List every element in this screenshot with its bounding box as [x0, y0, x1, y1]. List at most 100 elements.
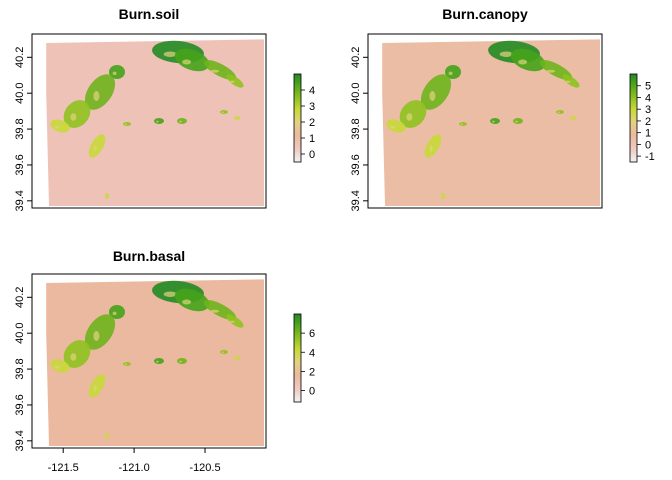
burn-patch-speckle — [70, 353, 77, 361]
burn-patch-speckle — [93, 331, 100, 341]
panel-title: Burn.canopy — [442, 6, 528, 22]
legend-tick-label: 4 — [645, 92, 651, 104]
burn-patch — [154, 358, 164, 364]
burn-patch-speckle — [179, 360, 182, 363]
x-tick-label: -121.5 — [48, 462, 79, 474]
burn-patch — [513, 118, 523, 124]
y-tick-label: 39.4 — [14, 190, 26, 211]
legend-colorbar — [629, 73, 638, 163]
legend: 0 2 4 6 — [293, 313, 315, 403]
burn-patch — [490, 118, 500, 124]
burn-patch-speckle — [441, 195, 444, 198]
panel-title: Burn.soil — [119, 6, 180, 22]
x-tick-label: -121.0 — [119, 462, 150, 474]
legend-tick-label: 4 — [309, 347, 315, 359]
burn-patch-speckle — [229, 80, 235, 83]
legend-tick-label: 5 — [645, 81, 651, 93]
burn-patch-speckle — [571, 117, 574, 120]
burn-patch-speckle — [229, 320, 235, 323]
burn-patch — [109, 305, 125, 319]
burn-patch-speckle — [499, 51, 513, 57]
burn-patch — [154, 118, 164, 124]
y-tick-label: 39.8 — [14, 358, 26, 379]
plot-frame — [367, 33, 603, 209]
burn-patch-speckle — [93, 91, 100, 101]
burn-patch — [177, 358, 187, 364]
burn-patch — [109, 65, 125, 79]
y-tick-label: 40.0 — [14, 322, 26, 343]
burn-patch — [177, 118, 187, 124]
burn-patch — [220, 110, 228, 114]
burn-patch — [84, 314, 116, 350]
legend-colorbar — [293, 73, 302, 163]
burn-patch — [84, 74, 116, 110]
y-tick-label: 40.2 — [350, 47, 362, 68]
burn-patch — [88, 374, 106, 398]
raster-map — [46, 39, 264, 207]
y-tick-label: 39.6 — [14, 154, 26, 175]
burn-patch-speckle — [492, 120, 495, 123]
panel-title: Burn.basal — [113, 248, 185, 264]
legend-tick-label: -1 — [645, 151, 655, 163]
y-tick-label: 39.4 — [14, 430, 26, 451]
burn-patch-speckle — [221, 111, 224, 114]
x-axis: -121.5 -121.0 -120.5 — [48, 448, 221, 474]
burn-patch-speckle — [235, 357, 238, 360]
burn-patch-speckle — [124, 123, 127, 126]
x-tick-label: -120.5 — [189, 462, 220, 474]
y-tick-label: 40.0 — [14, 82, 26, 103]
burn-patch-speckle — [546, 69, 556, 73]
burn-patch-speckle — [156, 120, 159, 123]
burn-patch-speckle — [93, 145, 97, 152]
legend-tick-label: 3 — [645, 104, 651, 116]
burn-patch — [386, 119, 406, 133]
y-tick-label: 40.2 — [14, 287, 26, 308]
raster-map — [382, 39, 600, 207]
burn-patch-speckle — [235, 117, 238, 120]
legend: 0 1 2 3 4 — [293, 73, 315, 163]
legend-tick-label: 1 — [645, 128, 651, 140]
burn-patch — [174, 288, 210, 312]
legend-colorbar — [293, 313, 302, 403]
burn-patch — [88, 134, 106, 158]
burn-patch-speckle — [557, 111, 560, 114]
legend-tick-label: 0 — [309, 149, 315, 161]
legend-tick-label: 1 — [309, 133, 315, 145]
burn-patch — [226, 74, 244, 88]
burn-patch-speckle — [70, 113, 77, 121]
panel-burn-basal: Burn.basal 39.439.639.840.040.2 -121.5 -1… — [14, 248, 315, 474]
burn-patch — [50, 119, 70, 133]
burn-patch — [50, 359, 70, 373]
burn-patch-speckle — [460, 123, 463, 126]
plot-frame — [31, 33, 267, 209]
y-axis: 39.4 39.6 39.8 40.0 40.2 — [14, 287, 32, 452]
burn-patch-speckle — [210, 309, 220, 313]
burn-patch — [399, 100, 427, 128]
burn-patch-speckle — [182, 299, 192, 305]
burn-patch — [174, 48, 210, 72]
burn-patch-speckle — [429, 145, 433, 152]
burn-patch — [420, 74, 452, 110]
legend-tick-label: 0 — [645, 139, 651, 151]
burn-patch — [226, 314, 244, 328]
burn-patch-speckle — [406, 113, 413, 121]
legend-tick-label: 2 — [645, 116, 651, 128]
burn-patch-speckle — [156, 360, 159, 363]
burn-patch-speckle — [221, 351, 224, 354]
burn-patch-speckle — [54, 125, 60, 129]
legend-tick-label: 3 — [309, 101, 315, 113]
burn-patch-speckle — [515, 120, 518, 123]
burn-patch-speckle — [163, 51, 177, 57]
burn-patch — [562, 74, 580, 88]
y-axis: 39.4 39.6 39.8 40.0 40.2 — [350, 47, 368, 212]
y-tick-label: 40.2 — [14, 47, 26, 68]
legend-tick-label: 0 — [309, 386, 315, 398]
y-tick-label: 39.8 — [14, 118, 26, 139]
burn-patch-speckle — [105, 435, 108, 438]
burn-patch-speckle — [105, 195, 108, 198]
legend-tick-label: 2 — [309, 366, 315, 378]
burn-patch — [123, 122, 131, 126]
burn-patch-speckle — [565, 80, 571, 83]
